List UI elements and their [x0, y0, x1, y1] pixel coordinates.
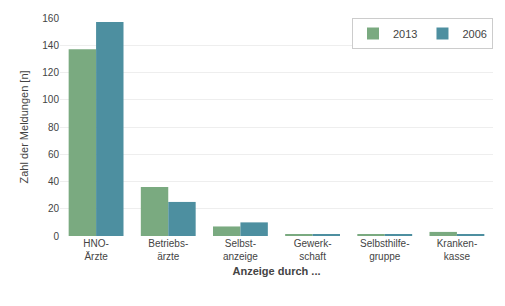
svg-text:Selbst-anzeige: Selbst-anzeige	[223, 238, 258, 262]
svg-text:Zahl der Meldungen [n]: Zahl der Meldungen [n]	[18, 70, 30, 183]
svg-text:0: 0	[53, 231, 59, 242]
svg-text:80: 80	[48, 122, 60, 133]
svg-text:120: 120	[42, 67, 59, 78]
svg-text:Anzeige durch ...: Anzeige durch ...	[232, 265, 320, 277]
svg-text:140: 140	[42, 40, 59, 51]
svg-text:HNO-Ärzte: HNO-Ärzte	[83, 238, 109, 262]
svg-text:Betriebs-ärzte: Betriebs-ärzte	[148, 238, 188, 262]
svg-text:2006: 2006	[462, 28, 486, 40]
svg-text:Kranken-kasse: Kranken-kasse	[437, 238, 478, 262]
svg-text:60: 60	[48, 149, 60, 160]
svg-text:100: 100	[42, 94, 59, 105]
svg-text:160: 160	[42, 13, 59, 24]
svg-text:40: 40	[48, 176, 60, 187]
svg-text:20: 20	[48, 203, 60, 214]
svg-text:2013: 2013	[393, 28, 417, 40]
svg-text:Selbsthilfe-gruppe: Selbsthilfe-gruppe	[360, 238, 409, 262]
svg-text:Gewerk-schaft: Gewerk-schaft	[294, 238, 332, 262]
